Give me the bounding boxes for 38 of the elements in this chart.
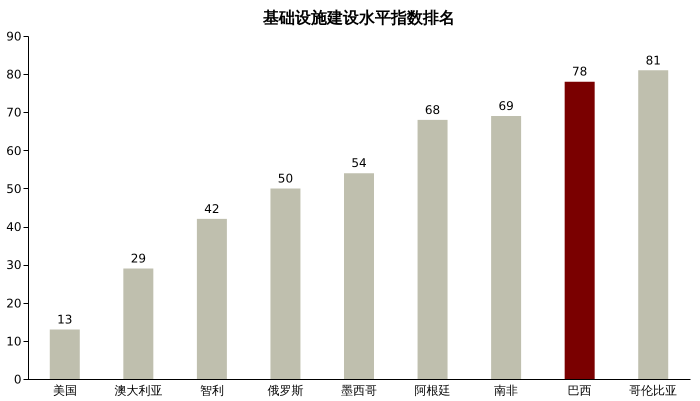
- data-label: 29: [130, 251, 146, 266]
- y-tick-label: 90: [6, 30, 22, 44]
- bar: [196, 218, 227, 379]
- y-tick-label: 50: [6, 182, 22, 196]
- data-label: 54: [351, 156, 367, 170]
- data-label: 42: [204, 202, 220, 216]
- bar: [344, 173, 374, 379]
- y-tick-label: 10: [6, 334, 22, 348]
- bar: [638, 70, 668, 379]
- bar: [50, 329, 80, 379]
- bar: [270, 188, 300, 379]
- data-label: 13: [57, 312, 72, 326]
- y-tick-label: 30: [6, 258, 22, 272]
- x-tick-label: 巴西: [568, 384, 592, 398]
- y-tick-label: 20: [6, 296, 22, 310]
- bar: [491, 116, 522, 379]
- data-label: 78: [572, 64, 588, 79]
- x-tick-label: 美国: [52, 384, 77, 398]
- x-tick-label: 俄罗斯: [267, 384, 304, 398]
- data-label: 68: [424, 102, 440, 117]
- bar: [564, 82, 595, 379]
- x-tick-label: 哥伦比亚: [629, 384, 678, 398]
- x-tick-label: 南非: [494, 384, 518, 398]
- bar: [123, 268, 154, 379]
- data-label: 81: [646, 53, 661, 68]
- chart-title: 基础设施建设水平指数排名: [262, 8, 455, 27]
- bar: [418, 120, 448, 379]
- x-tick-label: 智利: [200, 384, 224, 398]
- y-tick-label: 70: [6, 106, 22, 120]
- y-tick-label: 80: [6, 68, 22, 82]
- data-label: 69: [498, 99, 514, 114]
- data-label: 50: [278, 171, 294, 186]
- x-tick-label: 澳大利亚: [114, 384, 162, 398]
- y-tick-label: 40: [6, 220, 22, 234]
- x-tick-label: 阿根廷: [414, 384, 451, 398]
- x-tick-label: 墨西哥: [341, 384, 377, 398]
- y-tick-label: 60: [6, 144, 22, 158]
- y-tick-label: 0: [14, 372, 22, 386]
